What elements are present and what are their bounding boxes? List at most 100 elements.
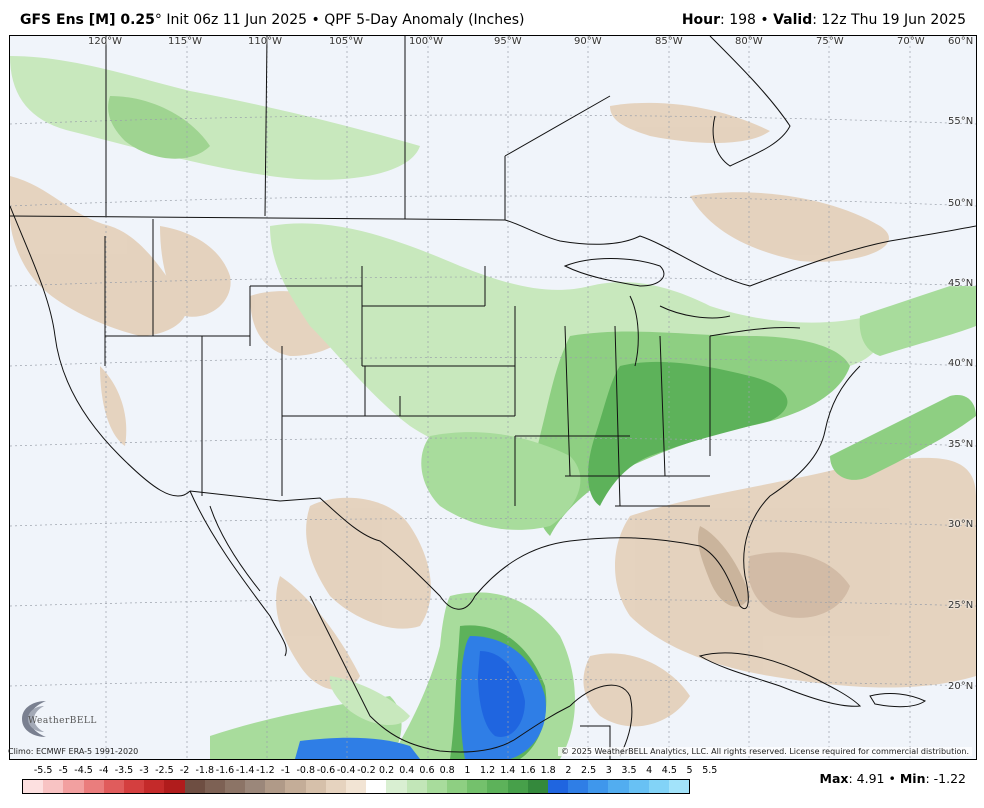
wet-area-newengland bbox=[859, 286, 976, 356]
legend-swatch bbox=[43, 780, 64, 793]
hudson-bay-coast bbox=[709, 36, 791, 167]
legend-swatch bbox=[346, 780, 367, 793]
legend-swatch bbox=[507, 780, 528, 793]
logo-wordmark: WeatherBELL bbox=[28, 716, 97, 726]
legend-swatch bbox=[245, 780, 266, 793]
legend-swatch bbox=[305, 780, 326, 793]
heavy-rain-pacific-mexico bbox=[295, 737, 420, 759]
dry-anomaly-areas bbox=[10, 102, 976, 727]
west-coast bbox=[10, 205, 191, 497]
lat-label: 50°N bbox=[948, 198, 974, 209]
lon-label: 110°W bbox=[248, 36, 282, 47]
lon-label: 115°W bbox=[168, 36, 202, 47]
dry-area-great-basin bbox=[100, 366, 127, 446]
dry-area-florida bbox=[698, 526, 750, 607]
lon-label: 85°W bbox=[655, 36, 683, 47]
legend-tick-label: -1.2 bbox=[256, 765, 275, 776]
dry-area-idaho bbox=[160, 226, 231, 317]
dry-area-texas bbox=[306, 497, 431, 629]
legend-swatch bbox=[568, 780, 589, 793]
legend-swatch bbox=[285, 780, 306, 793]
dry-area-bahamas bbox=[748, 552, 850, 618]
legend-tick-label: 5 bbox=[686, 765, 693, 776]
legend-tick-label: -0.4 bbox=[336, 765, 356, 776]
legend-tick-label: -3.5 bbox=[114, 765, 134, 776]
legend-tick-label: 0.4 bbox=[399, 765, 415, 776]
valid-separator: • bbox=[760, 12, 769, 28]
lat-label: 25°N bbox=[948, 600, 974, 611]
us-gulf-coast bbox=[474, 365, 861, 609]
legend-swatch bbox=[628, 780, 649, 793]
max-value: : 4.91 bbox=[848, 771, 885, 786]
stats-separator: • bbox=[888, 771, 896, 786]
wet-area-alberta-core bbox=[108, 96, 210, 159]
legend-swatch bbox=[224, 780, 246, 793]
wet-anomaly-areas bbox=[10, 56, 976, 759]
legend-tick-label: 0.2 bbox=[379, 765, 395, 776]
valid-value: : 12z Thu 19 Jun 2025 bbox=[812, 12, 966, 28]
max-min-stats: Max: 4.91 • Min: -1.22 bbox=[820, 771, 966, 786]
legend-swatch bbox=[406, 780, 427, 793]
dry-area-pacific-nw bbox=[10, 176, 187, 336]
min-label: Min bbox=[899, 771, 926, 786]
legend-labels: -5.5 -5 -4.5 -4 -3.5 -3 -2.5 -2 -1.8 -1.6 -1.4 -1.2… bbox=[26, 765, 717, 777]
legend-tick-label: -2.5 bbox=[155, 765, 174, 776]
wet-area-southern-plains bbox=[421, 432, 581, 530]
legend-tick-label: 0.6 bbox=[419, 765, 435, 776]
legend-swatch bbox=[23, 780, 44, 793]
legend-swatch bbox=[669, 780, 690, 793]
legend-tick-label: 4 bbox=[646, 765, 653, 776]
legend-tick-label: 1 bbox=[464, 765, 471, 776]
lon-label: 105°W bbox=[329, 36, 363, 47]
model-name: GFS Ens [M] 0.25 bbox=[20, 12, 155, 28]
legend-swatch bbox=[83, 780, 104, 793]
legend-swatch bbox=[547, 780, 569, 793]
hispaniola-outline bbox=[869, 693, 926, 708]
legend-swatch bbox=[63, 780, 84, 793]
legend-tick-label: 4.5 bbox=[661, 765, 677, 776]
hour-label: Hour bbox=[681, 12, 721, 28]
map-header: GFS Ens [M] 0.25° Init 06z 11 Jun 2025 •… bbox=[0, 0, 984, 34]
legend-tick-label: -1 bbox=[280, 765, 291, 776]
hour-value: : 198 bbox=[720, 12, 756, 28]
us-state-lines bbox=[104, 219, 711, 507]
wet-area-mid-atlantic-offshore bbox=[830, 395, 976, 480]
legend-swatch bbox=[386, 780, 407, 793]
us-canada-border bbox=[10, 215, 976, 287]
political-borders bbox=[10, 36, 976, 759]
lon-label: 120°W bbox=[88, 36, 122, 47]
legend-tick-label: -2 bbox=[179, 765, 190, 776]
map-title: GFS Ens [M] 0.25° Init 06z 11 Jun 2025 •… bbox=[20, 12, 524, 28]
legend-tick-label: -5 bbox=[58, 765, 69, 776]
valid-label: Valid bbox=[773, 12, 813, 28]
legend-tick-label: 3.5 bbox=[621, 765, 637, 776]
baja-peninsula bbox=[189, 490, 287, 657]
legend-tick-label: 2.5 bbox=[581, 765, 597, 776]
lon-label: 75°W bbox=[816, 36, 844, 47]
legend-swatch bbox=[608, 780, 629, 793]
legend-swatch bbox=[446, 780, 468, 793]
legend-swatch bbox=[648, 780, 669, 793]
lat-label: 30°N bbox=[948, 519, 974, 530]
legend-swatch bbox=[164, 780, 185, 793]
lat-lon-grid bbox=[10, 36, 976, 759]
legend-swatch bbox=[426, 780, 447, 793]
cuba-outline bbox=[698, 652, 862, 707]
init-time: Init 06z 11 Jun 2025 bbox=[166, 12, 308, 28]
legend-tick-label: 5.5 bbox=[702, 765, 718, 776]
legend-tick-label: -4.5 bbox=[74, 765, 93, 776]
legend-swatch bbox=[487, 780, 508, 793]
legend-tick-label: -0.8 bbox=[296, 765, 316, 776]
legend-tick-label: 1.6 bbox=[520, 765, 536, 776]
legend-tick-label: -5.5 bbox=[33, 765, 53, 776]
legend-swatch bbox=[103, 780, 124, 793]
great-lakes-outline bbox=[563, 258, 801, 367]
legend-swatch bbox=[588, 780, 609, 793]
climo-note: Climo: ECMWF ERA-5 1991-2020 bbox=[8, 747, 139, 756]
legend-tick-label: -1.6 bbox=[215, 765, 235, 776]
legend-swatch bbox=[366, 780, 387, 793]
valid-info: Hour: 198 • Valid: 12z Thu 19 Jun 2025 bbox=[682, 12, 966, 28]
legend-tick-label: 1.8 bbox=[540, 765, 556, 776]
dry-area-mexico bbox=[276, 576, 360, 690]
legend-tick-label: 2 bbox=[565, 765, 572, 776]
